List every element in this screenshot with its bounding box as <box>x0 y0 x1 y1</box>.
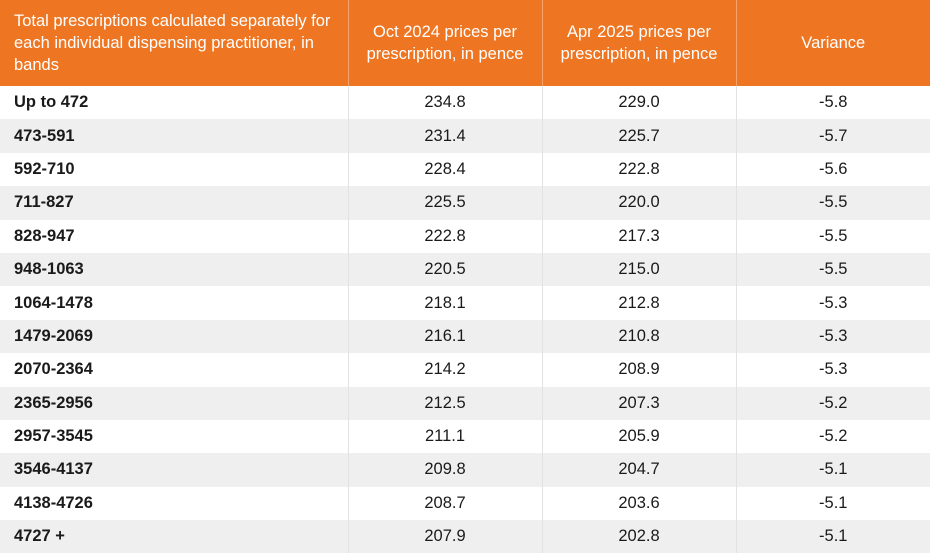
band-cell: 473-591 <box>0 119 349 153</box>
oct-2024-price-cell: 209.8 <box>348 453 543 487</box>
oct-2024-price-cell: 208.7 <box>348 486 543 521</box>
apr-2025-price-cell: 225.7 <box>542 119 737 153</box>
variance-cell: -5.7 <box>736 119 930 153</box>
apr-2025-price-cell: 220.0 <box>542 186 737 220</box>
apr-2025-price-cell: 204.7 <box>542 453 737 487</box>
table-row: 2365-2956 212.5 207.3 -5.2 <box>0 386 930 420</box>
table-row: 711-827 225.5 220.0 -5.5 <box>0 186 930 220</box>
apr-2025-price-cell: 229.0 <box>542 86 737 120</box>
band-cell: 2070-2364 <box>0 353 349 387</box>
table-row: 3546-4137 209.8 204.7 -5.1 <box>0 453 930 487</box>
apr-2025-price-cell: 208.9 <box>542 353 737 387</box>
table-row: 1064-1478 218.1 212.8 -5.3 <box>0 286 930 320</box>
table-row: Up to 472 234.8 229.0 -5.8 <box>0 86 930 120</box>
variance-cell: -5.1 <box>819 493 848 512</box>
band-cell: 3546-4137 <box>0 453 349 487</box>
variance-cell: -5.8 <box>819 93 848 112</box>
oct-2024-price-cell: 225.5 <box>348 186 543 220</box>
table-row: 1479-2069 216.1 210.8 -5.3 <box>0 319 930 354</box>
header-bands: Total prescriptions calculated separatel… <box>0 0 349 86</box>
table-row: 948-1063 220.5 215.0 -5.5 <box>0 252 930 287</box>
oct-2024-price-cell: 216.1 <box>348 319 543 354</box>
variance-cell: -5.3 <box>819 360 848 379</box>
variance-cell: -5.5 <box>736 186 930 220</box>
band-cell: 592-710 <box>0 152 349 187</box>
header-row: Total prescriptions calculated separatel… <box>0 0 930 86</box>
table-body: Up to 472 234.8 229.0 -5.8 473-591 231.4 225.7… <box>0 86 930 554</box>
apr-2025-price-cell: 210.8 <box>542 319 737 354</box>
table-row: 4138-4726 208.7 203.6 -5.1 <box>0 486 930 521</box>
oct-2024-price-cell: 234.8 <box>348 86 543 120</box>
table-row: 592-710 228.4 222.8 -5.6 <box>0 152 930 187</box>
variance-cell: -5.5 <box>819 226 848 245</box>
band-cell: 828-947 <box>0 219 349 253</box>
table-row: 828-947 222.8 217.3 -5.5 <box>0 219 930 253</box>
band-cell: 948-1063 <box>0 252 349 287</box>
band-cell: 4138-4726 <box>0 486 349 521</box>
table-row: 473-591 231.4 225.7 -5.7 <box>0 119 930 153</box>
apr-2025-price-cell: 222.8 <box>542 152 737 187</box>
table-row: 2070-2364 214.2 208.9 -5.3 <box>0 353 930 387</box>
variance-cell: -5.1 <box>736 520 930 554</box>
apr-2025-price-cell: 215.0 <box>542 252 737 287</box>
apr-2025-price-cell: 217.3 <box>542 219 737 253</box>
band-cell: 4727 + <box>0 520 349 554</box>
oct-2024-price-cell: 231.4 <box>348 119 543 153</box>
apr-2025-price-cell: 203.6 <box>542 486 737 521</box>
variance-cell: -5.5 <box>736 252 930 287</box>
variance-cell: -5.1 <box>736 453 930 487</box>
table-row: 2957-3545 211.1 205.9 -5.2 <box>0 419 930 454</box>
band-cell: 2365-2956 <box>0 386 349 420</box>
oct-2024-price-cell: 220.5 <box>348 252 543 287</box>
band-cell: Up to 472 <box>0 86 349 120</box>
table-row: 4727 +207.9 202.8 -5.1 <box>0 520 930 554</box>
oct-2024-price-cell: 228.4 <box>348 152 543 187</box>
apr-2025-price-cell: 205.9 <box>542 419 737 454</box>
variance-cell: -5.3 <box>819 293 848 312</box>
oct-2024-price-cell: 211.1 <box>348 419 543 454</box>
oct-2024-price-cell: 218.1 <box>348 286 543 320</box>
variance-cell: -5.3 <box>736 319 930 354</box>
oct-2024-price-cell: 214.2 <box>348 353 543 387</box>
header-oct-2024: Oct 2024 prices per prescription, in pen… <box>348 0 543 86</box>
oct-2024-price-cell: 212.5 <box>348 386 543 420</box>
apr-2025-price-cell: 212.8 <box>542 286 737 320</box>
oct-2024-price-cell: 222.8 <box>348 219 543 253</box>
header-apr-2025: Apr 2025 prices per prescription, in pen… <box>542 0 737 86</box>
oct-2024-price-cell: 207.9 <box>348 520 543 554</box>
variance-cell: -5.6 <box>819 159 848 178</box>
apr-2025-price-cell: 202.8 <box>542 520 737 554</box>
band-cell: 2957-3545 <box>0 419 349 454</box>
variance-cell: -5.2 <box>736 386 930 420</box>
band-cell: 1479-2069 <box>0 319 349 354</box>
variance-cell: -5.2 <box>819 427 848 446</box>
apr-2025-price-cell: 207.3 <box>542 386 737 420</box>
table-header: Total prescriptions calculated separatel… <box>0 0 930 86</box>
band-cell: 711-827 <box>0 186 349 220</box>
header-variance: Variance <box>736 0 930 86</box>
band-cell: 1064-1478 <box>0 286 349 320</box>
